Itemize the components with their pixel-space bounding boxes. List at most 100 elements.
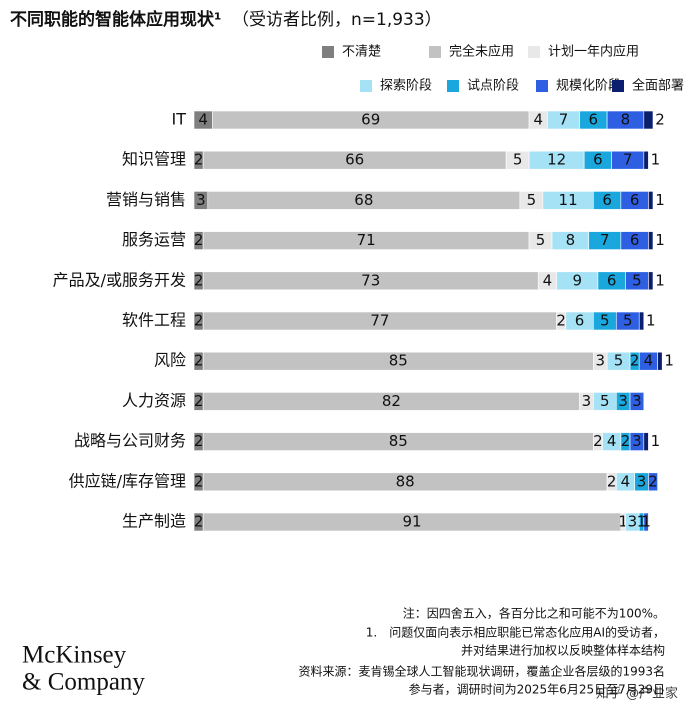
value-label: 4 xyxy=(543,271,553,289)
legend-swatch xyxy=(447,80,459,92)
value-label: 2 xyxy=(194,513,204,531)
legend-label: 探索阶段 xyxy=(380,79,432,94)
value-label: 4 xyxy=(644,352,654,370)
value-label: 3 xyxy=(632,392,642,410)
value-label: 1 xyxy=(655,191,665,209)
value-label: 5 xyxy=(623,312,633,330)
logo: & Company xyxy=(22,669,145,696)
legend-swatch xyxy=(536,80,548,92)
value-label: 6 xyxy=(602,191,612,209)
value-label: 5 xyxy=(600,392,610,410)
value-label: 6 xyxy=(607,271,617,289)
category-label: 服务运营 xyxy=(122,230,186,249)
value-label: 2 xyxy=(607,472,617,490)
value-label: 2 xyxy=(556,312,566,330)
footnote: 注：因四舍五入，各百分比之和可能不为100%。 xyxy=(403,606,665,621)
value-label: 1 xyxy=(651,432,661,450)
value-label: 88 xyxy=(396,472,415,490)
value-label: 5 xyxy=(600,312,610,330)
value-label: 77 xyxy=(370,312,389,330)
value-label: 5 xyxy=(536,231,546,249)
value-label: 3 xyxy=(618,392,628,410)
chart-title: 不同职能的智能体应用现状¹ xyxy=(10,9,221,30)
value-label: 7 xyxy=(623,151,633,169)
value-label: 5 xyxy=(632,271,642,289)
value-label: 9 xyxy=(572,271,582,289)
value-label: 2 xyxy=(593,432,603,450)
chart-subtitle: （受访者比例，n=1,933） xyxy=(232,10,442,30)
legend-swatch xyxy=(528,46,540,58)
bar-segment xyxy=(643,110,654,130)
value-label: 1 xyxy=(641,513,651,531)
value-label: 3 xyxy=(637,472,647,490)
value-label: 6 xyxy=(575,312,585,330)
value-label: 3 xyxy=(582,392,592,410)
value-label: 6 xyxy=(630,191,640,209)
bar-segment xyxy=(648,472,658,492)
value-label: 5 xyxy=(527,191,537,209)
legend-label: 完全未应用 xyxy=(449,44,514,60)
category-label: 知识管理 xyxy=(122,150,186,169)
legend-swatch xyxy=(360,80,372,92)
value-label: 2 xyxy=(194,231,204,249)
value-label: 1 xyxy=(655,271,665,289)
bar-segment xyxy=(643,512,649,532)
category-label: 生产制造 xyxy=(122,512,186,531)
value-label: 1 xyxy=(664,352,674,370)
value-label: 1 xyxy=(651,151,661,169)
footnote: 参与者，调研时间为2025年6月25日至7月29日 xyxy=(409,682,665,697)
legend-label: 试点阶段 xyxy=(467,79,519,94)
value-label: 1 xyxy=(655,231,665,249)
value-label: 73 xyxy=(361,271,380,289)
value-label: 6 xyxy=(630,231,640,249)
logo: McKinsey xyxy=(22,642,127,669)
value-label: 69 xyxy=(361,111,380,129)
legend-label: 不清楚 xyxy=(342,45,381,60)
legend-swatch xyxy=(612,80,624,92)
bar-segment xyxy=(629,392,645,411)
value-label: 2 xyxy=(194,151,204,169)
value-label: 6 xyxy=(589,111,599,129)
value-label: 2 xyxy=(621,432,631,450)
footnote: 1. 问题仅面向表示相应职能已常态化应用AI的受访者， xyxy=(366,625,665,640)
value-label: 3 xyxy=(628,513,638,531)
value-label: 2 xyxy=(194,352,204,370)
value-label: 82 xyxy=(382,392,401,410)
bar-segment xyxy=(643,150,649,170)
value-label: 1 xyxy=(637,513,647,531)
category-label: 人力资源 xyxy=(122,391,186,410)
value-label: 1 xyxy=(618,513,628,531)
value-label: 3 xyxy=(196,191,206,209)
value-label: 68 xyxy=(354,191,373,209)
bar-segment xyxy=(648,191,654,210)
value-label: 6 xyxy=(593,151,603,169)
footnote: 资料来源：麦肯锡全球人工智能现状调研，覆盖企业各层级的1993名 xyxy=(298,664,665,679)
value-label: 4 xyxy=(607,432,617,450)
value-label: 2 xyxy=(194,432,204,450)
value-label: 4 xyxy=(198,111,208,129)
watermark: 知乎 @产业家 xyxy=(596,686,678,702)
bar-segment xyxy=(648,271,654,291)
value-label: 12 xyxy=(547,151,566,169)
legend-label: 全面部署 xyxy=(632,78,684,94)
value-label: 7 xyxy=(600,231,610,249)
footnote: 并对结果进行加权以反映整体样本结构 xyxy=(461,643,665,658)
bar-segment xyxy=(638,311,645,331)
value-label: 85 xyxy=(389,432,408,450)
value-label: 3 xyxy=(595,352,605,370)
legend-swatch xyxy=(429,46,441,58)
value-label: 71 xyxy=(357,231,376,249)
legend-label: 计划一年内应用 xyxy=(548,44,639,60)
category-label: 软件工程 xyxy=(122,311,186,330)
value-label: 2 xyxy=(194,392,204,410)
category-label: 战略与公司财务 xyxy=(74,431,186,450)
value-label: 2 xyxy=(648,472,658,490)
value-label: 4 xyxy=(533,111,543,129)
category-label: 供应链/库存管理 xyxy=(69,471,186,490)
value-label: 5 xyxy=(614,352,624,370)
category-label: 风险 xyxy=(154,351,186,370)
value-label: 8 xyxy=(566,231,576,249)
value-label: 7 xyxy=(559,111,569,129)
value-label: 2 xyxy=(630,352,640,370)
